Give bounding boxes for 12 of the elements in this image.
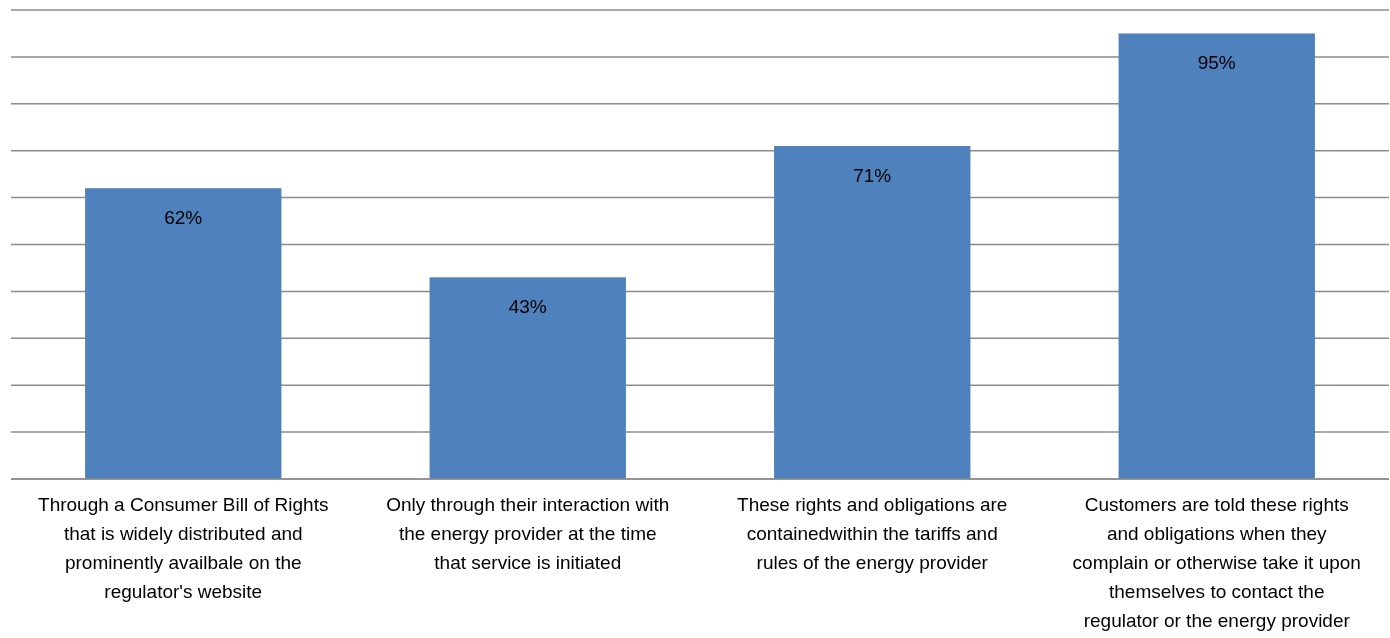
bar (429, 277, 626, 479)
data-label: 62% (164, 207, 203, 229)
data-label: 43% (508, 296, 547, 318)
x-tick-label: These rights and obligations are containedwithin the tariffs and rules of the energy provider (737, 494, 1008, 573)
bar (85, 188, 282, 479)
x-tick-label: Only through their interaction with the energy provider at the time that service is initiated (386, 494, 670, 573)
data-label: 71% (853, 165, 892, 187)
bar (1118, 33, 1315, 479)
bar (774, 146, 971, 479)
data-label: 95% (1197, 52, 1236, 74)
x-tick-label: Through a Consumer Bill of Rights that is widely distributed and prominently availbale on the regulator's website (38, 494, 329, 602)
x-tick-label: Customers are told these rights and obligations when they complain or otherwise take it upon themselves to contact the regulator or the energy provider (1072, 494, 1361, 631)
